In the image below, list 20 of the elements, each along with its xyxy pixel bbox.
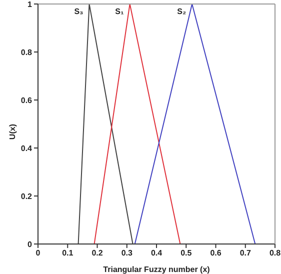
x-tick-label: 0.7 (240, 248, 252, 258)
y-axis-title: U(x) (8, 124, 17, 140)
y-tick-label: 0.4 (20, 144, 33, 153)
series-label: S₂ (177, 7, 186, 16)
x-tick-label: 0.4 (150, 248, 163, 258)
x-axis-title: Triangular Fuzzy number (x) (103, 265, 210, 274)
x-tick-label: 0.8 (269, 248, 281, 258)
x-tick-label: 0.2 (92, 248, 104, 258)
x-tick-label: 0.6 (210, 248, 222, 258)
series-label: S₁ (115, 7, 125, 16)
y-tick-label: 1 (28, 0, 33, 9)
y-tick-label: 0.8 (20, 48, 33, 57)
x-tick-label: 0.5 (180, 248, 192, 258)
y-tick-label: 0 (28, 240, 33, 249)
x-tick-label: 0.3 (121, 248, 133, 258)
x-tick-label: 0 (36, 248, 41, 258)
y-tick-label: 0.2 (20, 192, 33, 201)
y-tick-label: 0.6 (20, 96, 33, 105)
x-tick-label: 0.1 (62, 248, 74, 258)
series-label: S₃ (74, 7, 84, 16)
